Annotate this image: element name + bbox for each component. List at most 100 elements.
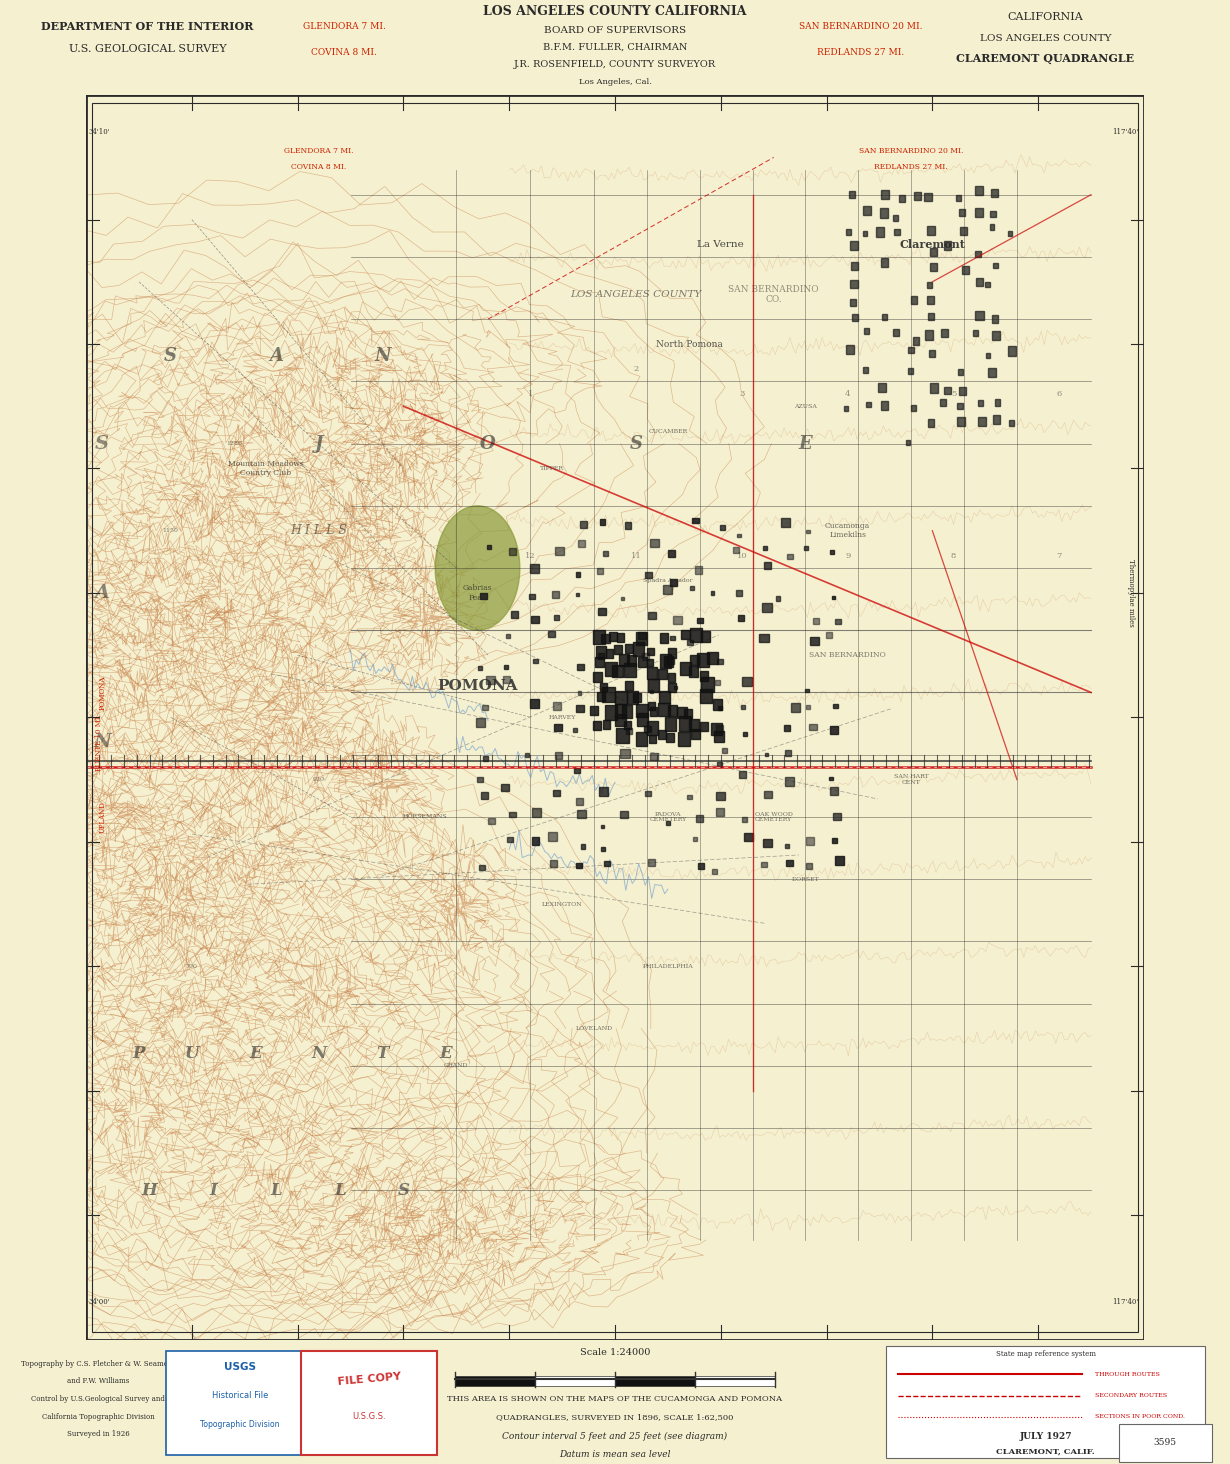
Text: S: S (397, 1181, 410, 1199)
Bar (744, 833, 753, 842)
Bar (849, 192, 855, 198)
Bar (482, 704, 488, 710)
Bar (925, 331, 934, 340)
Bar (581, 521, 588, 527)
Bar (697, 862, 704, 868)
Text: SAN BERNARDINO 20 MI.: SAN BERNARDINO 20 MI. (859, 148, 963, 155)
Bar (633, 694, 641, 703)
Text: SECONDARY ROUTES: SECONDARY ROUTES (1095, 1394, 1167, 1398)
Bar (480, 593, 487, 599)
Bar (913, 337, 919, 344)
Bar (603, 720, 610, 729)
Text: Los Angeles, Cal.: Los Angeles, Cal. (578, 78, 652, 86)
Bar (690, 628, 701, 643)
Bar (695, 1376, 775, 1385)
Bar (624, 663, 636, 678)
Text: 6: 6 (1057, 389, 1061, 398)
Bar (990, 224, 994, 230)
Bar (637, 657, 647, 668)
Text: State map reference system: State map reference system (995, 1350, 1096, 1359)
Bar (711, 723, 722, 735)
Bar (927, 225, 935, 236)
Bar (696, 815, 704, 823)
Bar (974, 186, 983, 196)
Bar (738, 534, 740, 537)
Text: H: H (141, 1181, 157, 1199)
Text: California Topographic Division: California Topographic Division (42, 1413, 155, 1420)
Text: OAK WOOD
CEMETERY: OAK WOOD CEMETERY (755, 811, 792, 823)
Text: FILE COPY: FILE COPY (337, 1372, 401, 1386)
Text: LOS ANGELES COUNTY: LOS ANGELES COUNTY (980, 34, 1111, 42)
Text: TIPPER: TIPPER (540, 466, 563, 471)
Bar (593, 672, 601, 682)
Bar (681, 630, 690, 640)
Bar (649, 735, 657, 744)
Bar (476, 719, 486, 726)
Bar (846, 346, 854, 354)
Bar (905, 439, 910, 445)
Bar (945, 386, 951, 394)
Text: CLAREMONT, CALIF.: CLAREMONT, CALIF. (996, 1448, 1095, 1455)
Bar (645, 726, 651, 732)
Bar (711, 591, 715, 594)
Bar (577, 663, 584, 671)
Bar (943, 242, 951, 250)
Bar (651, 539, 659, 548)
Text: THROUGH ROUTES: THROUGH ROUTES (1095, 1372, 1160, 1378)
Bar (595, 646, 606, 659)
Text: 10: 10 (737, 552, 748, 559)
Bar (647, 659, 653, 666)
Bar (893, 329, 899, 337)
Bar (647, 668, 657, 679)
Bar (665, 733, 674, 742)
Bar (531, 837, 540, 845)
Bar (552, 591, 560, 599)
Bar (961, 227, 967, 234)
Bar (600, 824, 604, 827)
Text: GLENDORA 7 MI.: GLENDORA 7 MI. (284, 148, 353, 155)
Bar (926, 296, 934, 305)
Bar (508, 836, 513, 842)
Bar (606, 649, 614, 657)
Bar (850, 262, 857, 271)
Bar (649, 690, 653, 692)
Bar (621, 597, 624, 600)
Text: 117'40': 117'40' (1112, 129, 1139, 136)
Text: COVINA 8 MI.: COVINA 8 MI. (311, 48, 378, 57)
Bar (993, 331, 1000, 340)
Text: O: O (480, 435, 496, 452)
Text: Claremont: Claremont (899, 239, 966, 250)
Text: SAN HART
CENT: SAN HART CENT (894, 774, 929, 785)
Bar (763, 839, 771, 846)
Bar (718, 706, 722, 710)
Text: DORSET: DORSET (792, 877, 819, 881)
Text: N: N (93, 733, 111, 751)
Text: A: A (269, 347, 283, 366)
Text: QUADRANGLES, SURVEYED IN 1896, SCALE 1:62,500: QUADRANGLES, SURVEYED IN 1896, SCALE 1:6… (497, 1413, 733, 1420)
Bar (899, 195, 905, 202)
Text: SECTIONS IN POOR COND.: SECTIONS IN POOR COND. (1095, 1414, 1184, 1419)
Text: 5: 5 (951, 389, 956, 398)
Bar (986, 353, 990, 357)
Bar (512, 612, 519, 618)
Text: 34'00': 34'00' (89, 1299, 109, 1306)
Ellipse shape (435, 505, 520, 630)
Bar (622, 706, 632, 717)
Text: HORSEMANS: HORSEMANS (402, 814, 446, 820)
Bar (615, 704, 626, 717)
Bar (661, 634, 668, 643)
Bar (503, 676, 510, 684)
Bar (554, 615, 558, 621)
Bar (615, 1376, 695, 1385)
Bar (914, 192, 921, 199)
Text: Gabrias
Peak: Gabrias Peak (462, 584, 492, 602)
Bar (599, 788, 608, 796)
Bar (927, 420, 934, 427)
Bar (975, 250, 980, 258)
Bar (670, 635, 675, 640)
Bar (882, 313, 888, 321)
Text: H I L L S: H I L L S (290, 524, 347, 537)
Bar (791, 704, 801, 712)
Bar (995, 400, 1000, 406)
Text: AZUSA: AZUSA (795, 404, 817, 408)
